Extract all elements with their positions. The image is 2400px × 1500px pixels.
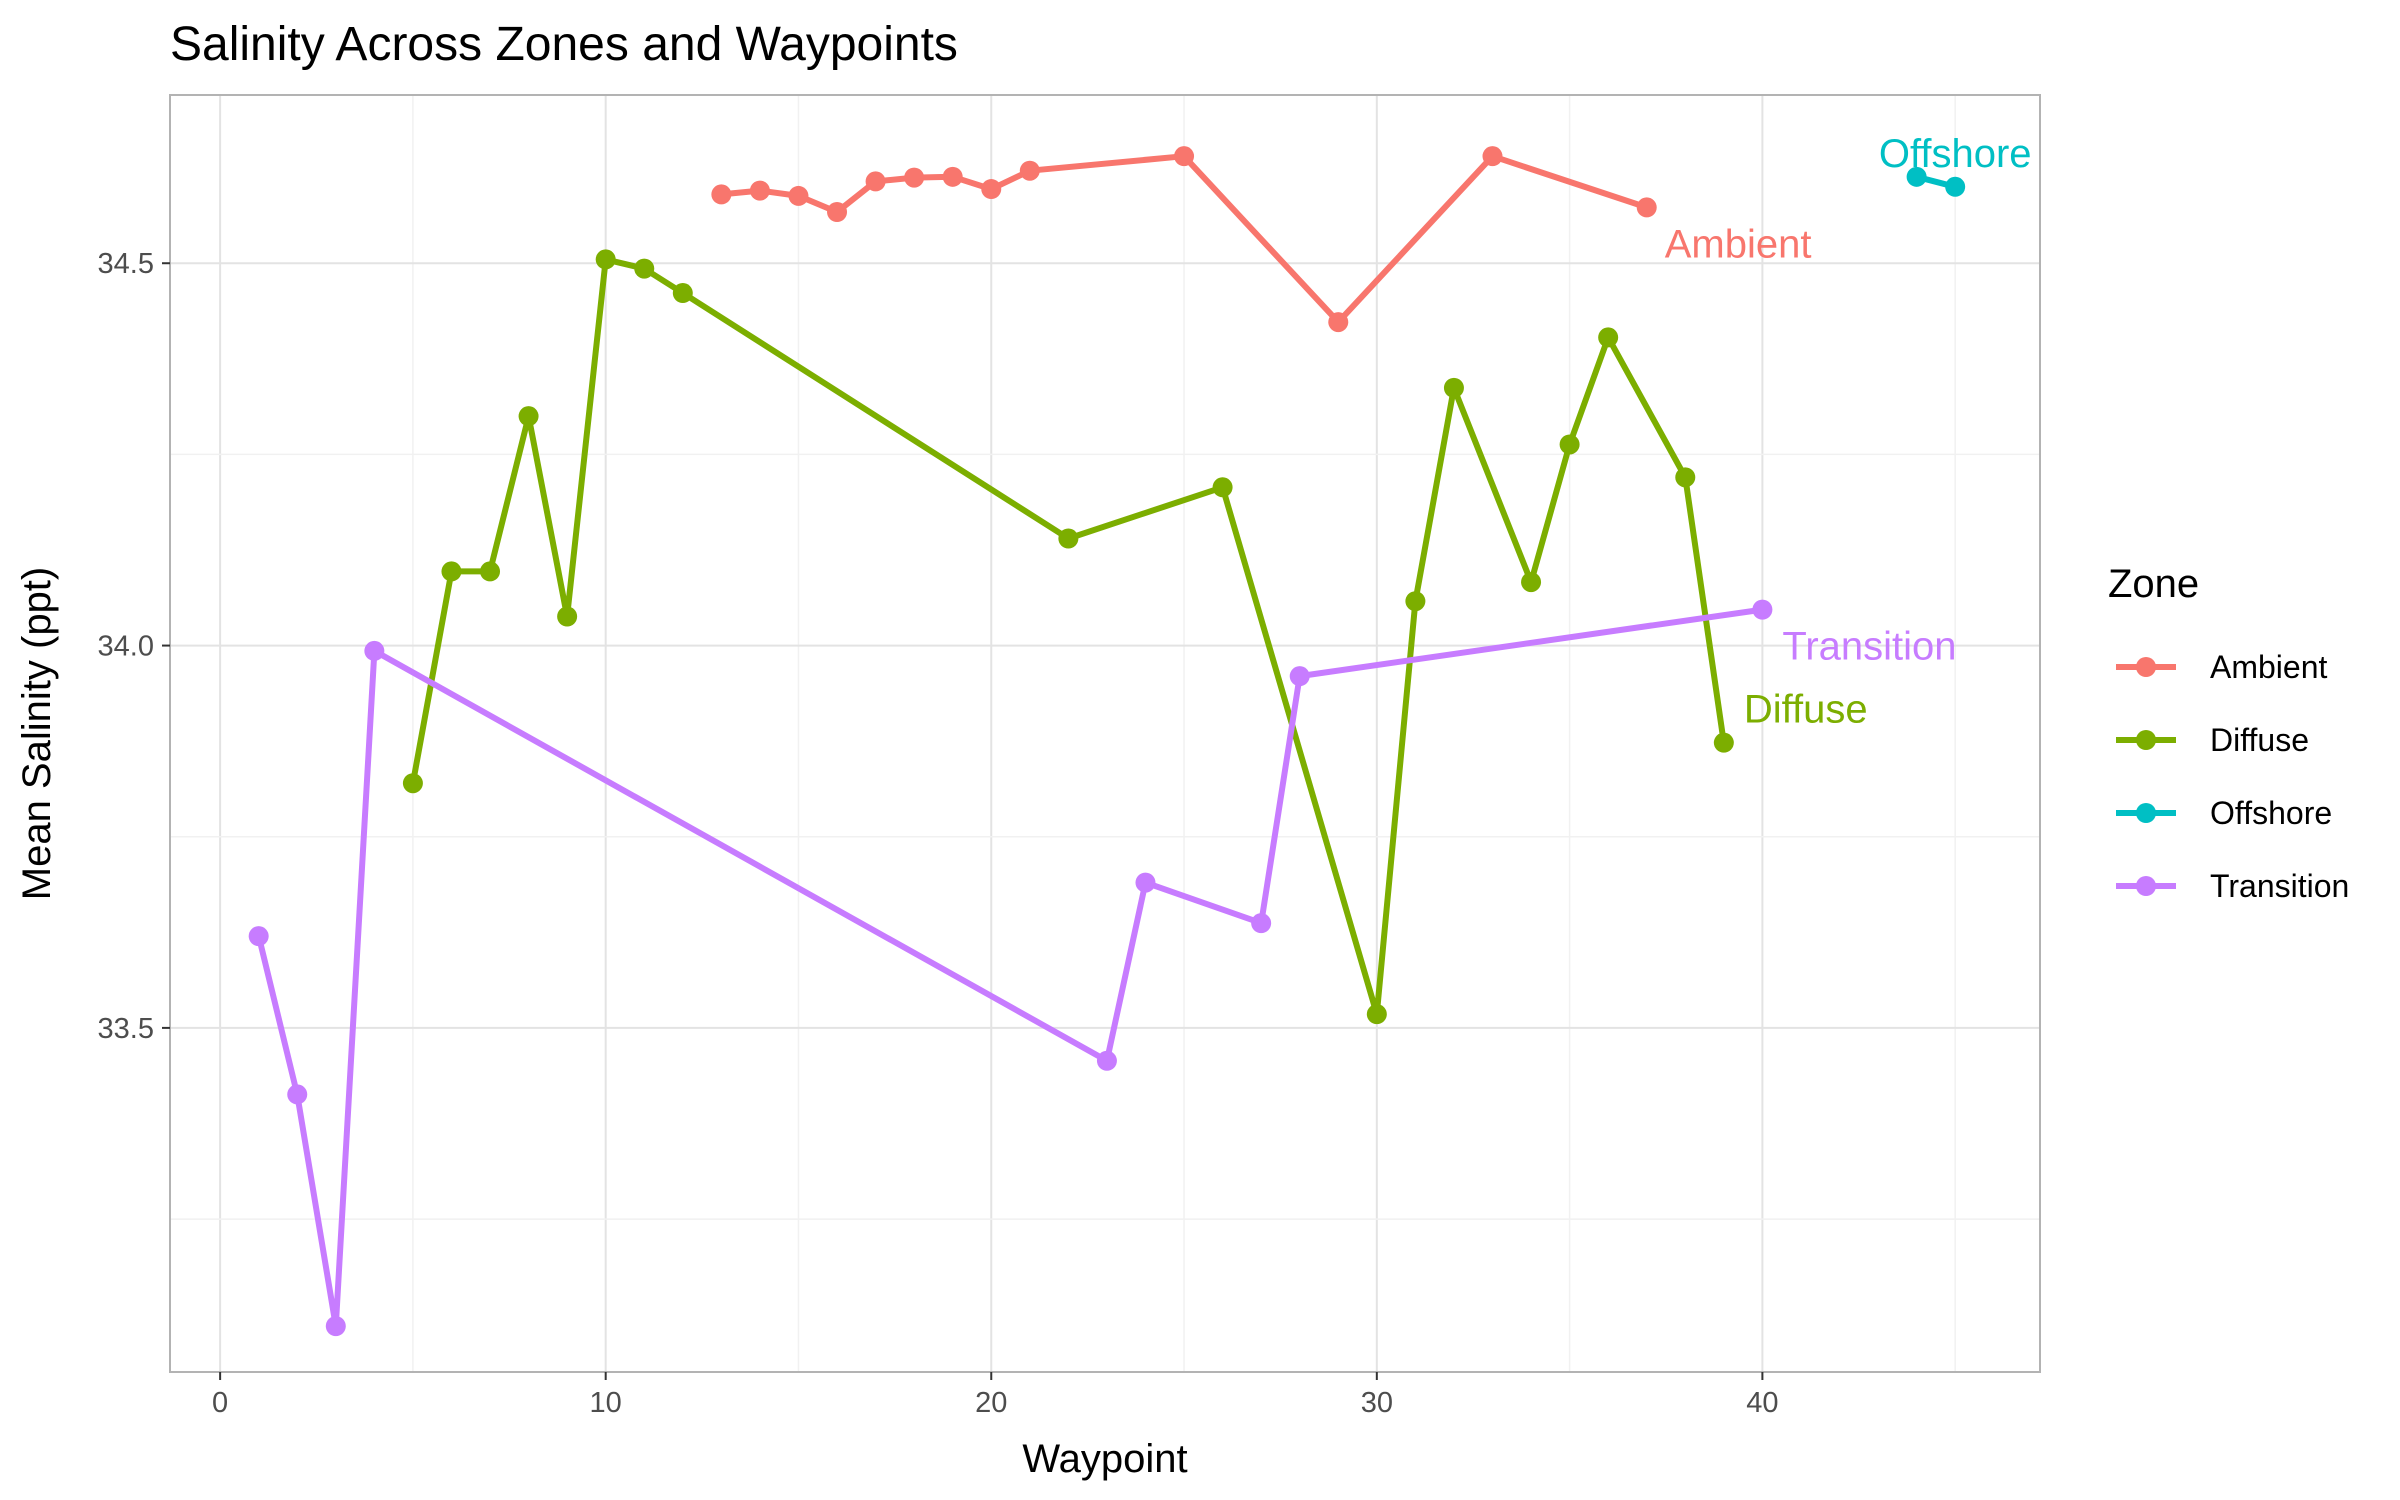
data-point-diffuse [1366,1004,1387,1025]
data-point-diffuse [672,283,693,304]
legend-title: Zone [2108,562,2199,606]
data-point-ambient [904,167,925,188]
data-point-diffuse [1598,327,1619,348]
data-point-transition [325,1316,346,1337]
legend-item-diffuse: Diffuse [2116,722,2309,758]
legend-key-point [2136,730,2156,750]
data-point-diffuse [1058,528,1079,549]
data-point-diffuse [634,258,655,279]
legend-label: Transition [2210,868,2349,904]
end-labels: Ambient Diffuse Offshore Transition [1665,132,2032,732]
data-point-transition [1251,913,1272,934]
plot-grid [170,95,2040,1372]
legend-label: Ambient [2210,649,2328,685]
legend-label: Offshore [2210,795,2332,831]
data-point-transition [1752,599,1773,620]
data-point-offshore [1945,176,1966,197]
data-point-transition [287,1084,308,1105]
series-transition [248,599,1773,1337]
data-point-diffuse [1675,467,1696,488]
data-point-transition [1289,666,1310,687]
data-point-ambient [942,166,963,187]
data-point-ambient [1482,146,1503,167]
data-point-ambient [1174,146,1195,167]
x-axis-title: Waypoint [1022,1437,1187,1481]
end-label-transition: Transition [1782,625,1956,669]
series-diffuse [402,249,1734,1025]
end-label-ambient: Ambient [1665,222,1812,266]
y-axis-title: Mean Salinity (ppt) [15,567,59,900]
data-point-ambient [711,184,732,205]
chart-title: Salinity Across Zones and Waypoints [170,18,958,71]
series-line-diffuse [409,256,1727,1018]
plot-panel-border [169,94,2041,1373]
x-tick-label: 40 [1746,1387,1778,1419]
data-point-diffuse [1443,377,1464,398]
data-point-diffuse [1713,732,1734,753]
data-point-diffuse [557,606,578,627]
series-ambient [711,146,1657,333]
data-point-diffuse [402,773,423,794]
legend-items: Ambient Diffuse Offshore Transition [2116,649,2349,904]
legend: Zone Ambient Diffuse Offshore Transition [2108,562,2349,904]
legend-key-point [2136,657,2156,677]
x-tick-label: 20 [975,1387,1007,1419]
legend-key-point [2136,803,2156,823]
legend-label: Diffuse [2210,722,2309,758]
data-point-transition [364,640,385,661]
data-point-transition [1096,1050,1117,1071]
data-point-ambient [788,185,809,206]
data-point-diffuse [518,406,539,427]
legend-item-ambient: Ambient [2116,649,2328,685]
data-point-offshore [1906,166,1927,187]
data-point-diffuse [441,561,462,582]
legend-key-point [2136,876,2156,896]
data-point-ambient [981,179,1002,200]
x-tick-label: 30 [1361,1387,1393,1419]
y-tick-label: 34.0 [98,631,154,663]
data-point-diffuse [1212,477,1233,498]
data-point-ambient [1636,197,1657,218]
series-layer [248,146,1966,1337]
y-tick-label: 33.5 [98,1013,154,1045]
x-axis-ticks: 0 10 20 30 40 [212,1372,1779,1419]
data-point-ambient [749,180,770,201]
data-point-diffuse [480,561,501,582]
data-point-ambient [1019,160,1040,181]
data-point-diffuse [1521,572,1542,593]
x-tick-label: 10 [590,1387,622,1419]
data-point-diffuse [1405,591,1426,612]
y-axis-ticks: 33.5 34.0 34.5 [98,248,170,1045]
data-point-ambient [827,201,848,222]
end-label-diffuse: Diffuse [1744,688,1868,732]
series-offshore [1906,166,1966,197]
x-tick-label: 0 [212,1387,228,1419]
legend-item-offshore: Offshore [2116,795,2332,831]
data-point-diffuse [595,249,616,270]
y-tick-label: 34.5 [98,248,154,280]
data-point-ambient [1328,312,1349,333]
end-label-offshore: Offshore [1879,132,2032,176]
data-point-transition [1135,872,1156,893]
data-point-diffuse [1559,434,1580,455]
data-point-transition [248,926,269,947]
data-point-ambient [865,171,886,192]
legend-item-transition: Transition [2116,868,2349,904]
